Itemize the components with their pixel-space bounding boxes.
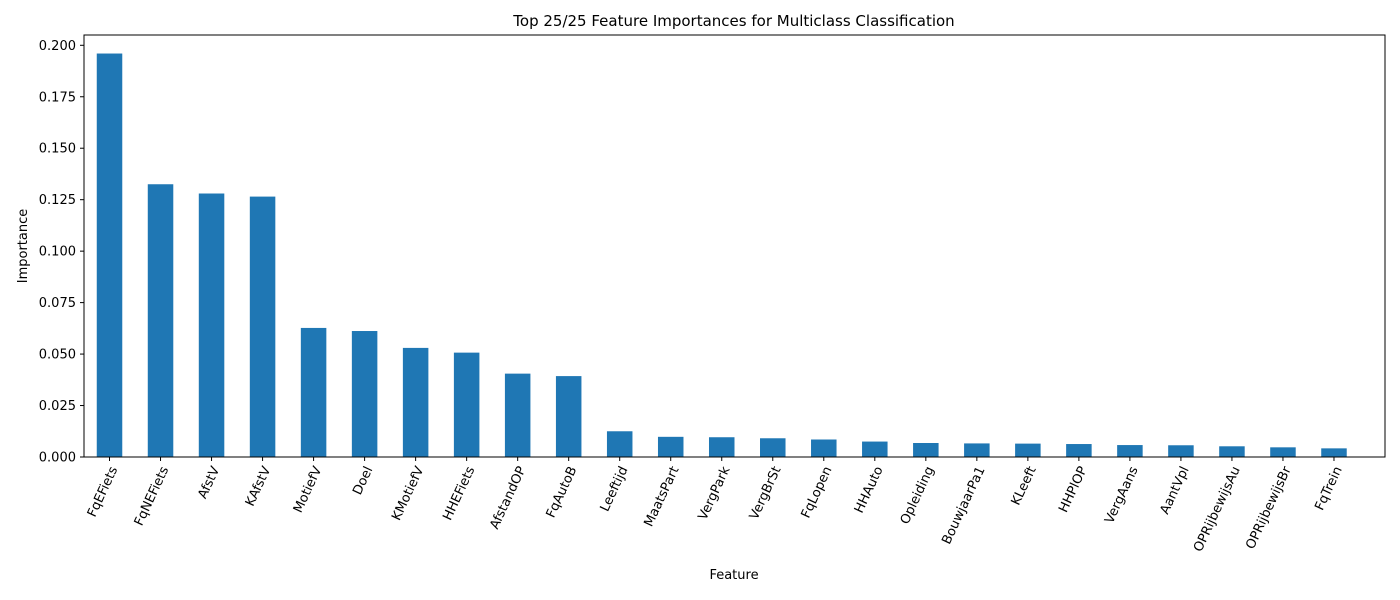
x-tick-label: VergPark <box>696 464 734 523</box>
bar-AfstandOP <box>504 373 531 457</box>
bar-KMotiefV <box>402 347 429 457</box>
bar-Opleiding <box>913 443 939 457</box>
x-tick-label: FqTrein <box>1312 464 1345 513</box>
x-tick-label: KLeeft <box>1009 464 1040 507</box>
bar-HHAuto <box>862 441 888 457</box>
bar-FqLopen <box>811 439 837 457</box>
x-tick-label: FqLopen <box>799 464 836 520</box>
x-tick-label: VergAans <box>1102 464 1142 526</box>
x-tick-label: Leeftijd <box>598 464 632 514</box>
bar-FqNEFiets <box>147 184 174 457</box>
y-tick-label: 0.075 <box>39 296 76 311</box>
bar-AfstV <box>198 193 225 457</box>
x-tick-label: HHAuto <box>852 464 887 515</box>
bars-group <box>96 53 1347 458</box>
bar-OPRijbewijsBr <box>1270 447 1296 457</box>
bar-FqTrein <box>1321 448 1347 457</box>
bar-OPRijbewijsAu <box>1219 446 1245 457</box>
bar-FqAutoB <box>555 376 582 457</box>
y-tick-label: 0.125 <box>39 193 76 208</box>
x-tick-label: HHEFiets <box>440 464 478 523</box>
bar-FqEFiets <box>96 53 123 458</box>
y-axis: 0.000 0.025 0.050 0.075 0.100 0.125 0.150 0.175… <box>39 39 84 466</box>
x-tick-label: BouwjaarPa1 <box>939 464 988 547</box>
x-tick-label: FqEFiets <box>85 464 121 519</box>
x-tick-label: MaatsPart <box>642 464 683 529</box>
y-tick-label: 0.000 <box>39 451 76 466</box>
x-tick-label: AfstandOP <box>487 464 529 532</box>
y-axis-title: Importance <box>16 209 31 284</box>
y-tick-label: 0.050 <box>39 348 76 363</box>
bar-Leeftijd <box>606 431 633 457</box>
x-tick-label: HHPlOP <box>1056 464 1090 515</box>
bar-BouwjaarPa1 <box>964 443 990 457</box>
x-tick-label: FqAutoB <box>544 464 581 520</box>
bar-VergBrSt <box>760 438 786 457</box>
y-tick-label: 0.150 <box>39 142 76 157</box>
bar-MotiefV <box>300 327 327 457</box>
y-tick-label: 0.025 <box>39 399 76 414</box>
plot-frame <box>83 34 1386 458</box>
bar-VergPark <box>708 437 735 457</box>
x-axis-title: Feature <box>709 568 758 583</box>
x-tick-label: Opleiding <box>898 464 938 527</box>
x-tick-label: OPRijbewijsBr <box>1243 464 1295 552</box>
y-tick-label: 0.100 <box>39 245 76 260</box>
bar-AantVpl <box>1168 445 1194 457</box>
bar-KAfstV <box>249 196 276 457</box>
x-tick-label: VergBrSt <box>747 464 785 522</box>
bar-VergAans <box>1117 445 1143 457</box>
x-tick-label: AantVpl <box>1158 464 1193 517</box>
bar-KLeeft <box>1015 443 1041 457</box>
x-tick-label: KAfstV <box>243 464 274 509</box>
y-tick-label: 0.200 <box>39 39 76 54</box>
bar-HHEFiets <box>453 352 480 457</box>
x-tick-label: KMotiefV <box>389 464 427 523</box>
bar-HHPlOP <box>1066 444 1092 457</box>
bar-Doel <box>351 331 378 457</box>
y-tick-label: 0.175 <box>39 90 76 105</box>
x-tick-label: OPRijbewijsAu <box>1191 464 1244 554</box>
x-tick-label: Doel <box>350 464 376 497</box>
x-axis: FqEFiets FqNEFiets AfstV KAfstV MotiefV Doel K… <box>85 457 1346 554</box>
bar-MaatsPart <box>657 436 684 457</box>
x-tick-label: AfstV <box>195 464 223 501</box>
x-tick-label: MotiefV <box>291 464 325 515</box>
chart-title: Top 25/25 Feature Importances for Multic… <box>512 12 954 30</box>
x-tick-label: FqNEFiets <box>132 464 173 528</box>
